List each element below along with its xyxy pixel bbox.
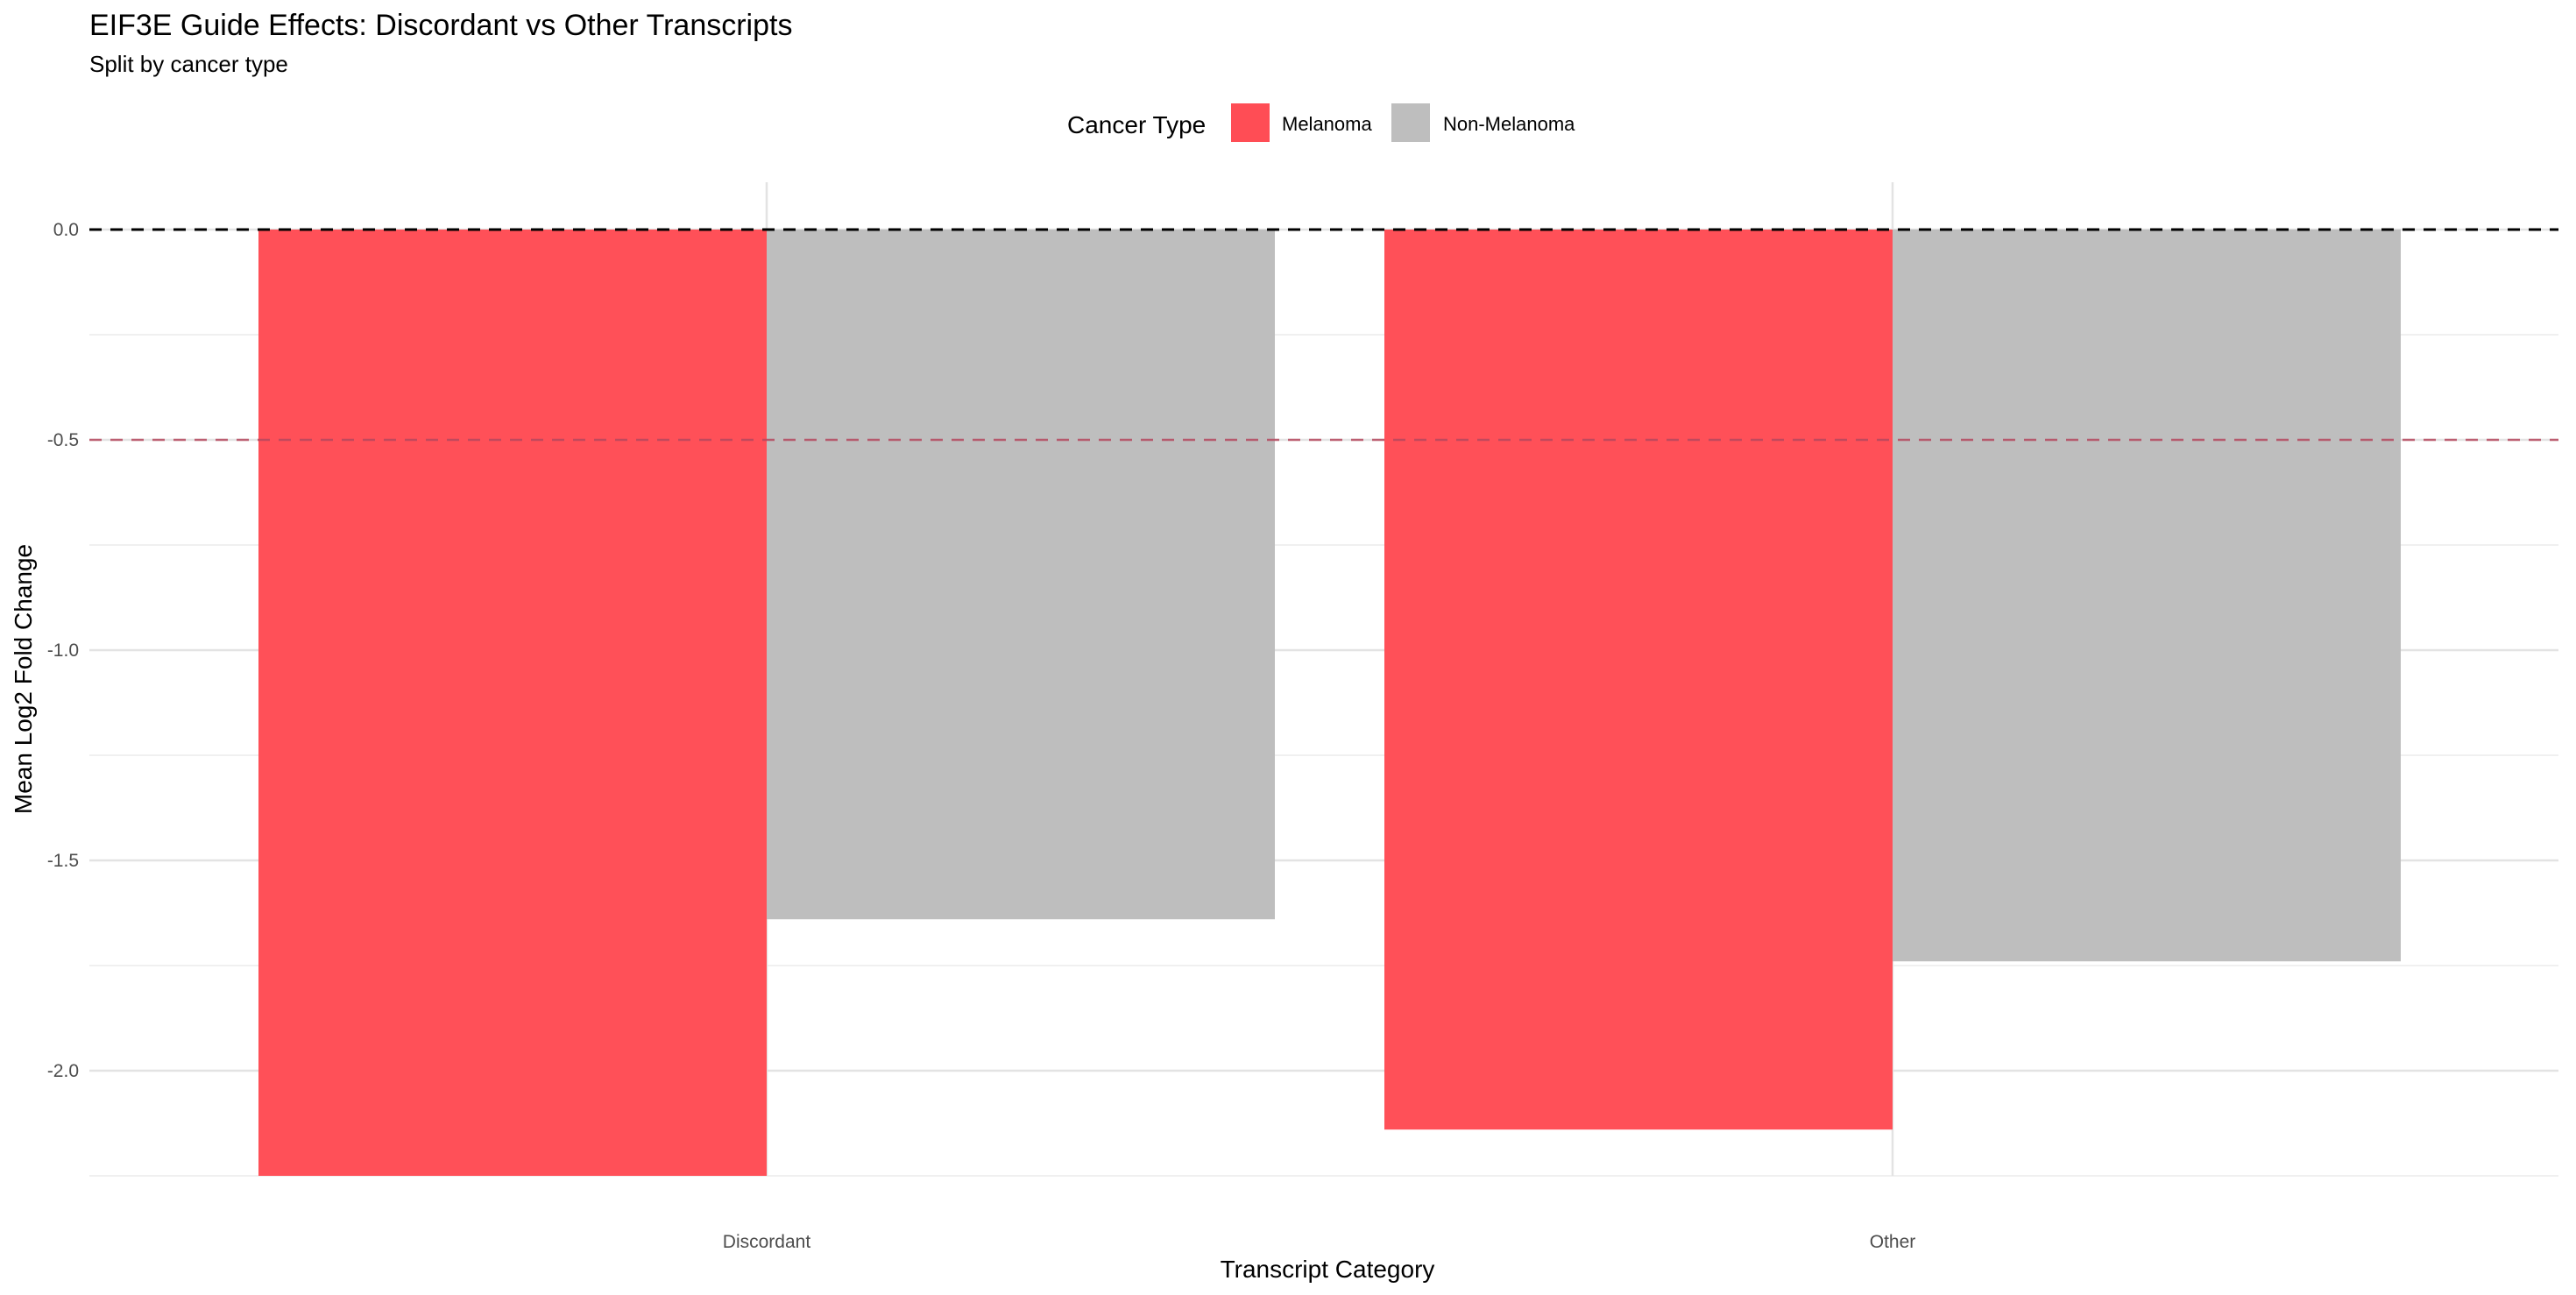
y-tick-label: -0.5 — [47, 430, 79, 450]
y-tick-label: -2.0 — [47, 1061, 79, 1081]
chart-title: EIF3E Guide Effects: Discordant vs Other… — [89, 9, 792, 42]
y-tick-label: 0.0 — [53, 220, 79, 240]
bar-other-non-melanoma — [1893, 230, 2401, 962]
y-tick-label: -1.0 — [47, 640, 79, 661]
y-tick-label: -1.5 — [47, 851, 79, 871]
legend-swatch-melanoma — [1231, 103, 1270, 142]
x-tick-label: Discordant — [723, 1232, 811, 1252]
x-axis-title: Transcript Category — [1221, 1256, 1435, 1283]
bar-discordant-melanoma — [258, 230, 767, 1176]
legend-swatch-non-melanoma — [1391, 103, 1430, 142]
bar-discordant-non-melanoma — [767, 230, 1275, 920]
legend-label-non-melanoma: Non-Melanoma — [1443, 113, 1575, 135]
legend: Cancer Type Melanoma Non-Melanoma — [1067, 103, 1575, 142]
y-axis-title: Mean Log2 Fold Change — [10, 544, 37, 814]
x-tick-label: Other — [1870, 1232, 1916, 1252]
bar-other-melanoma — [1384, 230, 1893, 1130]
legend-title: Cancer Type — [1067, 111, 1206, 138]
plot-area: 0.0 -0.5 -1.0 -1.5 -2.0 Discordant Other — [47, 182, 2558, 1252]
chart-subtitle: Split by cancer type — [89, 51, 288, 77]
legend-label-melanoma: Melanoma — [1282, 113, 1372, 135]
